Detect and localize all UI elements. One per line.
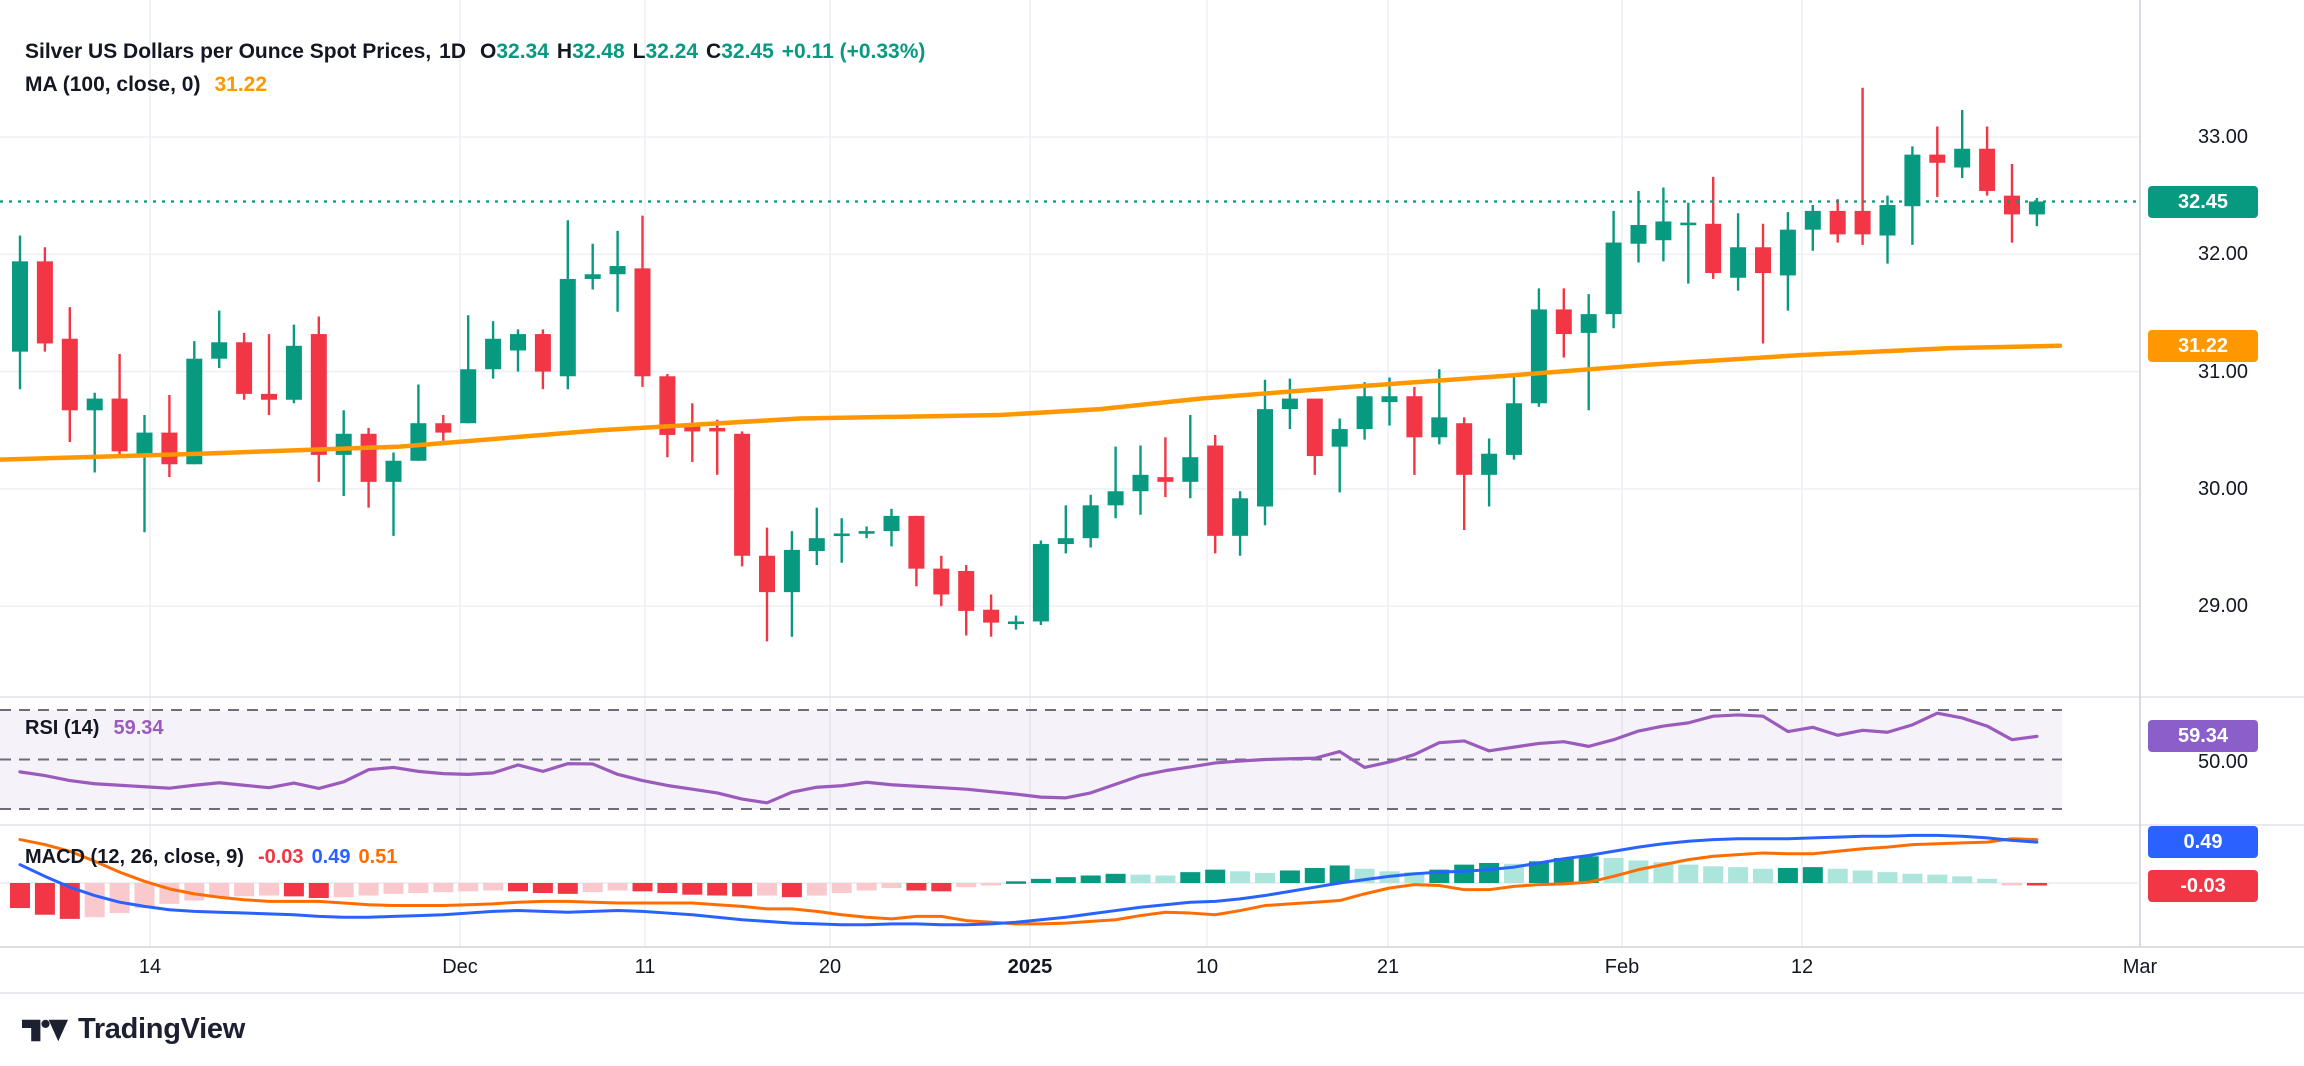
main-price-pane[interactable]: [0, 0, 2140, 697]
high-value: 32.48: [572, 40, 625, 63]
ma-label[interactable]: MA (100, close, 0): [25, 73, 201, 96]
low-value: 32.24: [645, 40, 699, 63]
close-letter: C: [706, 40, 722, 63]
rsi-band: [0, 709, 2062, 810]
price-tick-label: 33.00: [2197, 126, 2249, 148]
time-tick-label: 12: [1790, 956, 1814, 978]
open-letter: O: [480, 40, 497, 63]
macd-hist-value: -0.03: [257, 845, 304, 868]
time-tick-label: 10: [1195, 956, 1219, 978]
macd-value-badge: 0.49: [2148, 826, 2258, 859]
rsi-value: 59.34: [113, 716, 164, 739]
ma-overlay: [0, 343, 2063, 462]
macd-hist-badge: -0.03: [2148, 869, 2258, 902]
timeframe-label[interactable]: 1D: [439, 40, 467, 63]
rsi-mid-level-label: 50.00: [2197, 750, 2249, 773]
tradingview-logo-icon: [22, 1019, 68, 1042]
symbol-title: Silver US Dollars per Ounce Spot Prices,: [25, 40, 432, 63]
price-tick-label: 29.00: [2197, 595, 2249, 618]
ma-value: 31.22: [214, 73, 268, 96]
macd-legend: MACD (12, 26, close, 9) -0.03 0.49 0.51: [25, 843, 397, 871]
tradingview-logo-link[interactable]: TradingView: [22, 1008, 245, 1050]
price-tick-label: 32.00: [2197, 243, 2249, 266]
time-tick-label: 14: [138, 956, 162, 978]
macd-label[interactable]: MACD (12, 26, close, 9): [25, 845, 244, 868]
macd-main-line: [18, 833, 2039, 927]
time-tick-label: 2025: [1007, 956, 1053, 978]
rsi-line: [18, 711, 2039, 805]
candlestick-series: [12, 87, 2045, 642]
high-letter: H: [556, 40, 573, 63]
ma-price-badge: 31.22: [2148, 329, 2258, 362]
time-tick-label: 20: [818, 956, 842, 978]
change-value: +0.11 (+0.33%): [781, 40, 926, 63]
price-tick-label: 30.00: [2197, 477, 2249, 500]
macd-signal-line: [18, 837, 2039, 926]
rsi-value-badge: 59.34: [2148, 720, 2258, 753]
pane-separators: [0, 0, 2304, 994]
macd-line-value: 0.49: [311, 845, 351, 868]
ma-legend: MA (100, close, 0) 31.22: [25, 72, 267, 98]
macd-lines: [18, 833, 2039, 927]
low-letter: L: [632, 40, 646, 63]
time-tick-label: Mar: [2122, 956, 2158, 978]
last-price-badge: 32.45: [2148, 185, 2258, 218]
rsi-pane[interactable]: [0, 697, 2140, 825]
grid-lines: [0, 0, 2141, 947]
time-tick-label: Dec: [442, 956, 478, 978]
open-value: 32.34: [496, 40, 549, 63]
symbol-legend: Silver US Dollars per Ounce Spot Prices,…: [25, 38, 925, 66]
tradingview-logo-text: TradingView: [78, 1012, 245, 1045]
time-tick-label: 21: [1376, 956, 1400, 978]
macd-signal-value: 0.51: [358, 845, 398, 868]
rsi-label[interactable]: RSI (14): [25, 716, 100, 739]
rsi-legend: RSI (14) 59.34: [25, 714, 164, 742]
ma-100-line: [0, 343, 2063, 462]
time-tick-label: 11: [634, 956, 656, 978]
price-tick-label: 31.00: [2197, 360, 2249, 383]
time-tick-label: Feb: [1604, 956, 1640, 978]
close-value: 32.45: [721, 40, 774, 63]
